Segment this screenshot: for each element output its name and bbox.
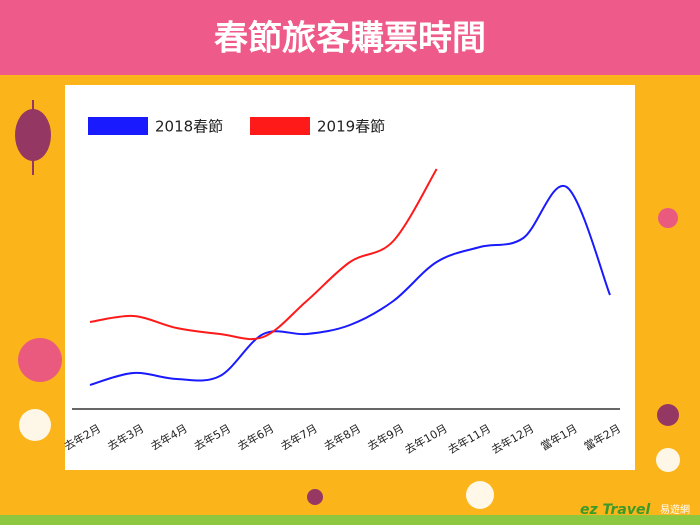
chart-title: 春節旅客購票時間	[214, 19, 486, 59]
wave	[18, 338, 62, 382]
flower	[307, 489, 323, 505]
legend-label: 2019春節	[317, 118, 385, 136]
plot-area	[65, 85, 635, 470]
series-line	[89, 184, 611, 386]
flower	[656, 448, 680, 472]
header-band	[0, 0, 700, 75]
logo-sub: 易遊網	[660, 503, 690, 516]
logo-brand: ez Travel	[580, 502, 651, 518]
series-line	[89, 168, 438, 341]
flower	[466, 481, 494, 509]
legend-label: 2018春節	[155, 118, 223, 136]
flower	[19, 409, 51, 441]
legend-swatch	[88, 117, 148, 135]
legend-swatch	[250, 117, 310, 135]
decorations	[15, 100, 680, 509]
footer-band	[0, 515, 700, 525]
flower	[658, 208, 678, 228]
flower	[657, 404, 679, 426]
